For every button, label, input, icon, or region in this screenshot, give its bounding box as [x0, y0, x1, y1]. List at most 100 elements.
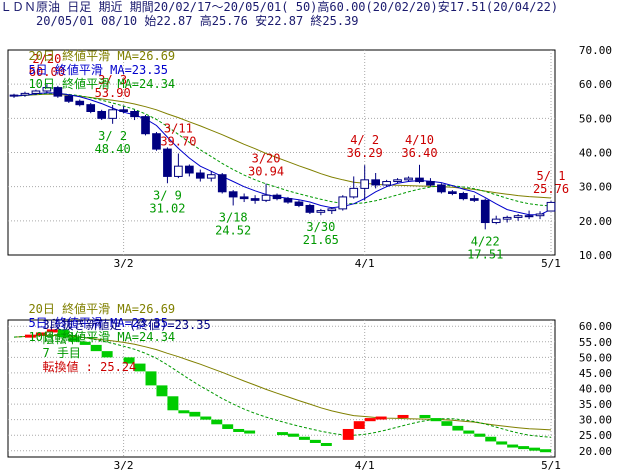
line-break-block	[211, 419, 223, 425]
annotation-high-value: 30.94	[248, 165, 284, 179]
candle-body	[404, 177, 413, 181]
candle-body	[546, 201, 556, 212]
upper-y-tick-label: 70.00	[579, 44, 612, 57]
lower-y-tick-label: 60.00	[579, 320, 612, 333]
candle-body	[108, 109, 117, 119]
candle-body	[305, 204, 315, 213]
upper-y-tick-label: 60.00	[579, 78, 612, 91]
upper-legend: 20日 終値平滑 MA=26.69 5日 終値平滑 MA=23.35 10日 終…	[14, 35, 175, 91]
candle-body	[371, 179, 380, 186]
candle-body	[360, 179, 370, 189]
line-break-block	[507, 444, 519, 448]
line-break-block	[364, 418, 376, 422]
last-bar-info: 20/05/01 08/10 始22.87 高25.76 安22.87 終25.…	[36, 14, 359, 28]
candle-body	[53, 87, 63, 97]
line-break-block	[222, 424, 234, 429]
candle-body	[502, 216, 512, 220]
annotation-low-value: 17.51	[467, 247, 503, 261]
line-break-block	[156, 385, 168, 397]
lower-moving-averages	[13, 334, 552, 438]
candle-body	[469, 198, 479, 201]
line-break-block	[200, 416, 212, 420]
candle-body	[338, 196, 348, 210]
line-break-block	[68, 337, 80, 342]
candle-body	[437, 184, 446, 193]
upper-x-tick-label: 4/1	[355, 257, 375, 270]
line-break-reversal: 転換値 : 25.24	[42, 360, 137, 374]
candle-body	[524, 215, 534, 218]
annotation-high-value: 25.76	[533, 182, 569, 196]
lower-y-tick-label: 50.00	[579, 351, 612, 364]
candle-body	[152, 133, 161, 150]
lower-x-axis: 3/2 4/1 5/1	[114, 459, 561, 472]
line-break-block	[320, 442, 332, 446]
candle-body	[327, 208, 337, 212]
line-break-block	[441, 421, 453, 426]
line-break-block	[540, 449, 551, 453]
candle-body	[415, 177, 424, 183]
line-break-block	[298, 436, 310, 440]
annotation-low-value: 21.65	[303, 233, 339, 247]
annotation-high-date: 4/10	[405, 133, 434, 147]
lower-y-tick-label: 20.00	[579, 445, 612, 458]
line-break-block	[287, 433, 299, 437]
candle-body	[426, 181, 435, 186]
candle-body	[20, 92, 30, 96]
line-break-block	[189, 411, 201, 417]
candle-body	[195, 172, 205, 179]
line-break-block	[277, 432, 288, 436]
upper-moving-averages	[13, 92, 552, 216]
candle-body	[239, 196, 249, 200]
annotation-high-date: 5/ 1	[537, 169, 566, 183]
candle-body	[130, 111, 139, 118]
upper-y-tick-label: 20.00	[579, 215, 612, 228]
candle-body	[86, 104, 96, 112]
candle-body	[75, 100, 85, 106]
chart-title: ＬＤＮ原油 日足 期近 期間20/02/17～20/05/01( 50)高60.…	[0, 0, 559, 14]
upper-grid	[7, 49, 556, 256]
upper-x-axis: 3/2 4/1 5/1	[114, 257, 561, 270]
candle-body	[316, 210, 326, 213]
line-break-block	[452, 425, 464, 431]
candle-body	[393, 179, 402, 183]
line-break-label: 3段抜き新値足 (終値)=23.35	[42, 318, 211, 332]
candle-body	[382, 181, 391, 186]
line-break-block	[430, 418, 442, 422]
lower-ma10-line	[13, 334, 552, 438]
annotation-high-date: 4/ 2	[350, 133, 379, 147]
lower-y-tick-label: 40.00	[579, 383, 612, 396]
line-break-block	[529, 447, 541, 451]
line-break-block	[57, 329, 69, 338]
line-break-block	[244, 430, 256, 434]
line-break-block	[178, 410, 190, 414]
annotation-high-value: 36.29	[347, 146, 383, 160]
line-break-block	[79, 341, 91, 345]
candlestick-series	[9, 84, 556, 230]
line-break-block	[518, 446, 530, 450]
line-break-block	[24, 334, 36, 338]
candle-body	[535, 213, 545, 217]
lower-legend-ma20: 20日 終値平滑 MA=26.69	[28, 302, 176, 316]
line-break-block	[485, 436, 497, 442]
lower-y-tick-label: 35.00	[579, 398, 612, 411]
candle-body	[9, 94, 19, 97]
upper-y-tick-label: 10.00	[579, 249, 612, 262]
candle-body	[294, 201, 304, 206]
line-break-block	[35, 332, 47, 336]
upper-y-tick-label: 40.00	[579, 147, 612, 160]
candle-body	[283, 198, 293, 203]
lower-x-tick-label: 4/1	[355, 459, 375, 472]
annotation-high-date: 3/ 3	[98, 73, 127, 87]
annotation-low-date: 3/ 9	[153, 188, 182, 202]
line-break-info: 3段抜き新値足 (終値)=23.35 陰転中 7 手目 転換値 : 25.24	[28, 304, 210, 374]
line-break-block	[167, 396, 179, 411]
annotation-low-date: 3/ 2	[98, 129, 127, 143]
upper-y-tick-label: 50.00	[579, 112, 612, 125]
candle-body	[31, 90, 41, 94]
upper-x-tick-label: 5/1	[541, 257, 561, 270]
candle-body	[185, 165, 194, 174]
lower-x-tick-label: 3/2	[114, 459, 134, 472]
lower-y-tick-label: 55.00	[579, 336, 612, 349]
lower-legend-ma10: 10日 終値平滑 MA=24.34	[28, 330, 176, 344]
